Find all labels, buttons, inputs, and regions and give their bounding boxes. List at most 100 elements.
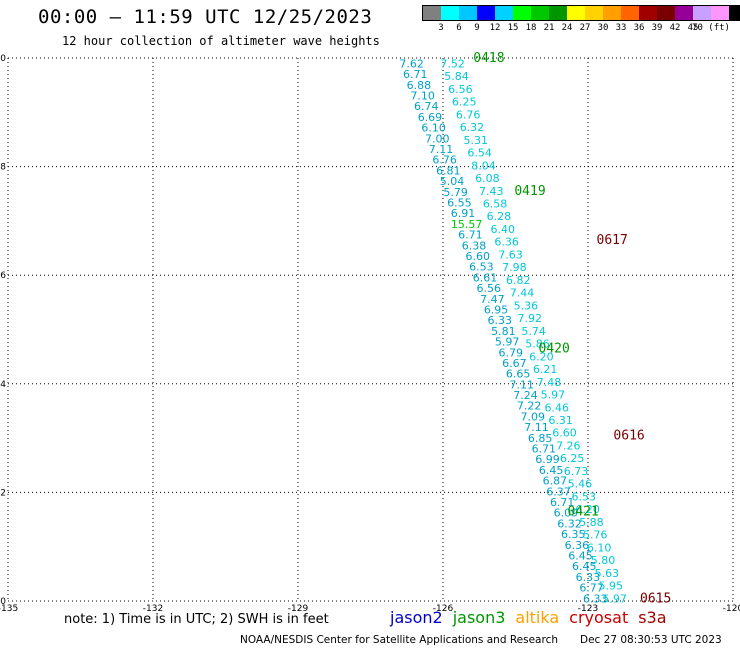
swh-value: 6.32 [460, 121, 485, 134]
swh-value: 7.48 [537, 376, 562, 389]
legend-swatch [423, 6, 441, 20]
swh-value: 6.71 [403, 68, 428, 81]
legend-label: 45 [687, 23, 699, 33]
swh-value: 7.98 [502, 261, 527, 274]
lon-tick-label: -120 [723, 604, 740, 614]
swh-value: 6.53 [571, 490, 596, 503]
swh-value: 6.60 [465, 250, 490, 263]
legend-label: 12 [489, 23, 501, 33]
legend-label: 6 [456, 23, 462, 33]
legend-swatch [549, 6, 567, 20]
pass-time-label: 0617 [597, 233, 628, 248]
swh-value: 6.09 [554, 507, 579, 520]
swh-value: 7.92 [518, 312, 543, 325]
swh-value: 6.99 [535, 453, 560, 466]
footer-source: NOAA/NESDIS Center for Satellite Applica… [240, 634, 558, 646]
swh-value: 7.24 [513, 389, 538, 402]
pass-time-label: 0421 [568, 504, 599, 519]
swh-value: 6.38 [462, 239, 487, 252]
swh-value: 6.32 [557, 517, 582, 530]
swh-value: 5.84 [444, 70, 469, 83]
swh-value: 7.52 [440, 57, 465, 70]
swh-value: 6.10 [587, 541, 612, 554]
swh-value: 6.20 [575, 503, 600, 516]
legend-label: 18 [525, 23, 537, 33]
swh-value: 6.37 [546, 485, 571, 498]
swh-value: 6.87 [543, 475, 568, 488]
swh-value: 8.04 [471, 159, 496, 172]
swh-value: 6.81 [436, 164, 461, 177]
pass-time-label: 0615 [640, 591, 671, 606]
satellite-jason3: jason3 [452, 608, 506, 627]
swh-value: 6.71 [550, 496, 575, 509]
swh-value: 6.36 [494, 236, 519, 249]
swh-value: 15.57 [451, 218, 483, 231]
pass-time-label: 0419 [514, 184, 545, 199]
legend-swatch [729, 6, 740, 20]
legend-label: 70 (ft) [692, 23, 730, 33]
lon-tick-label: -132 [143, 604, 163, 614]
swh-value: 6.73 [564, 465, 589, 478]
swh-value: 6.56 [476, 282, 501, 295]
legend-label: 30 [597, 23, 609, 33]
swh-value: 7.63 [498, 248, 523, 261]
swh-value: 6.74 [414, 100, 439, 113]
swh-value: 5.76 [583, 529, 608, 542]
swh-value: 5.36 [514, 299, 539, 312]
swh-value: 6.69 [418, 111, 443, 124]
legend-swatch [621, 6, 639, 20]
legend-labels: 3 6 9 12 15 18 21 24 27 30 33 36 39 42 45 70 (ft) [422, 21, 740, 33]
swh-value: 7.26 [556, 439, 581, 452]
legend-label: 24 [561, 23, 573, 33]
swh-value: 5.04 [440, 175, 465, 188]
legend-swatch [657, 6, 675, 20]
swh-value: 6.31 [548, 414, 573, 427]
swh-value: 6.20 [529, 350, 554, 363]
lat-tick-label: 2 [0, 488, 6, 498]
footer-timestamp: Dec 27 08:30:53 UTC 2023 [580, 634, 722, 646]
map-grid [7, 57, 734, 602]
legend-swatch [693, 6, 711, 20]
swh-value: 6.28 [487, 210, 512, 223]
swh-value: 6.33 [583, 592, 608, 605]
swh-value: 6.58 [483, 198, 508, 211]
pass-time-label: 0616 [613, 428, 644, 443]
lat-tick-label: 4 [0, 380, 6, 390]
swh-values: 7.626.716.887.106.746.696.107.007.116.76… [399, 57, 626, 605]
satellite-cryosat: cryosat [569, 608, 629, 627]
swh-value: 5.80 [591, 554, 616, 567]
swh-value: 6.85 [528, 432, 553, 445]
map-ticks: -135 -132 -129 -126 -123 -120 0 2 4 6 8 10 [0, 54, 740, 614]
swh-value: 6.79 [499, 346, 524, 359]
lon-tick-label: -135 [0, 604, 18, 614]
pass-time-label: 0418 [473, 51, 504, 66]
swh-value: 6.36 [565, 539, 590, 552]
swh-value: 7.43 [479, 185, 504, 198]
legend-swatch [531, 6, 549, 20]
swh-value: 6.25 [452, 96, 477, 109]
pass-time-label: 0420 [539, 342, 570, 357]
satellite-s3a: s3a [638, 608, 667, 627]
swh-value: 6.53 [469, 261, 494, 274]
swh-value: 6.76 [456, 108, 481, 121]
swh-value: 7.11 [429, 143, 454, 156]
swh-value: 5.63 [595, 567, 620, 580]
swh-value: 5.97 [602, 592, 627, 605]
swh-value: 6.56 [448, 83, 473, 96]
swh-value: 6.77 [579, 582, 604, 595]
swh-value: 6.88 [407, 79, 432, 92]
lon-tick-label: -126 [433, 604, 454, 614]
swh-value: 6.35 [561, 528, 586, 541]
legend-swatch [441, 6, 459, 20]
swh-value: 7.11 [510, 378, 535, 391]
color-legend: 3 6 9 12 15 18 21 24 27 30 33 36 39 42 45 70 (ft) [422, 5, 740, 33]
swh-value: 7.22 [517, 400, 542, 413]
swh-value: 7.10 [410, 90, 435, 103]
swh-value: 5.86 [525, 338, 550, 351]
legend-label: 15 [507, 23, 519, 33]
legend-label: 21 [543, 23, 555, 33]
page-title: 00:00 — 11:59 UTC 12/25/2023 [38, 6, 373, 28]
swh-value: 7.00 [425, 132, 450, 145]
satellite-jason2: jason2 [390, 608, 443, 627]
